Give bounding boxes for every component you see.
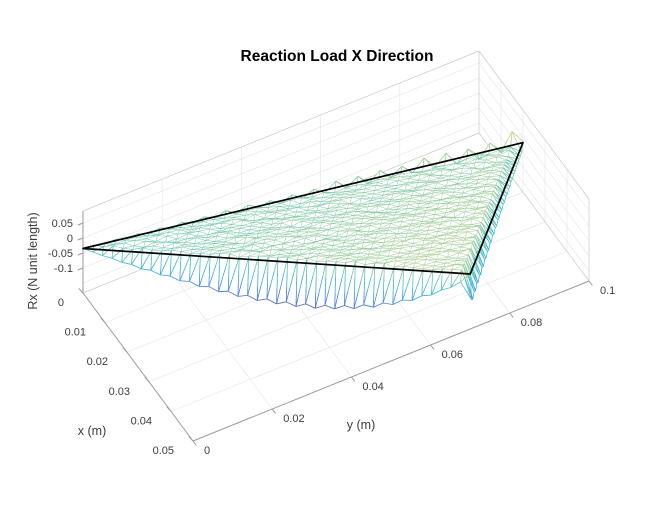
tick-label: 0.06 — [442, 349, 463, 361]
tick-label: 0.1 — [600, 285, 615, 297]
trisurf-mesh — [82, 131, 524, 310]
tick-label: -0.1 — [54, 263, 73, 275]
tick-label: 0 — [58, 297, 64, 309]
tick-label: 0 — [67, 233, 73, 245]
tick-labels: 0 0.01 0.02 0.03 0.04 0.05 0 0.02 0.04 0.06 0.08 0.… — [48, 218, 615, 457]
tick-label: 0 — [204, 445, 210, 457]
tick-label: -0.05 — [48, 248, 73, 260]
tick-label: 0.04 — [131, 415, 152, 427]
tick-label: 0.01 — [65, 327, 86, 339]
tick-label: 0.05 — [52, 218, 73, 230]
chart-title: Reaction Load X Direction — [240, 48, 434, 65]
axis-ticks — [77, 222, 593, 446]
tick-label: 0.04 — [362, 381, 383, 393]
plate-outline — [82, 141, 524, 275]
tick-label: 0.05 — [153, 445, 174, 457]
tick-label: 0.03 — [109, 386, 130, 398]
tick-label: 0.02 — [87, 356, 108, 368]
x-axis-label: x (m) — [77, 424, 107, 438]
tick-label: 0.02 — [283, 413, 304, 425]
axes-lines — [82, 211, 590, 442]
z-axis-label: Rx (N unit length) — [26, 212, 40, 310]
y-axis-label: y (m) — [346, 418, 376, 432]
tick-label: 0.08 — [521, 317, 542, 329]
